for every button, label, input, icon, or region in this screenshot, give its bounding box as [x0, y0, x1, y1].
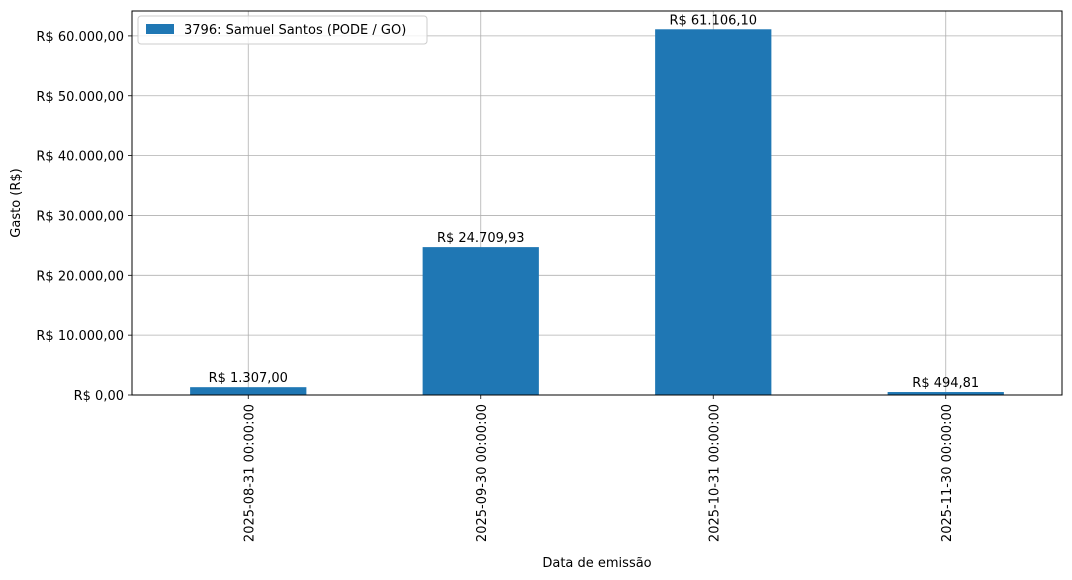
data-labels: R$ 1.307,00 R$ 24.709,93 R$ 61.106,10 R$ 49… — [209, 13, 980, 391]
bar — [655, 29, 772, 396]
x-tick-label: 2025-10-31 00:00:00 — [707, 404, 722, 542]
y-tick-label: R$ 20.000,00 — [36, 269, 124, 284]
legend: 3796: Samuel Santos (PODE / GO) — [137, 15, 428, 45]
plot-frame — [131, 10, 1063, 396]
grid — [132, 11, 1062, 396]
bar — [887, 392, 1004, 395]
y-axis-title: Gasto (R$) — [9, 168, 24, 237]
bar-value-label: R$ 494,81 — [912, 376, 979, 391]
y-axis-ticks: R$ 0,00 R$ 10.000,00 R$ 20.000,00 R$ 30.000… — [36, 30, 132, 404]
bar — [190, 387, 307, 395]
bar-value-label: R$ 24.709,93 — [437, 231, 525, 246]
y-tick-label: R$ 50.000,00 — [36, 90, 124, 105]
plot-border — [131, 10, 1063, 396]
bar-value-label: R$ 1.307,00 — [209, 371, 288, 386]
y-tick-label: R$ 40.000,00 — [36, 150, 124, 165]
y-tick-label: R$ 60.000,00 — [36, 30, 124, 45]
y-tick-label: R$ 30.000,00 — [36, 209, 124, 224]
legend-label: 3796: Samuel Santos (PODE / GO) — [184, 23, 406, 38]
x-axis-ticks: 2025-08-31 00:00:00 2025-09-30 00:00:00 20… — [242, 395, 955, 542]
legend-swatch — [146, 24, 174, 34]
y-tick-label: R$ 10.000,00 — [36, 329, 124, 344]
bars — [190, 29, 1004, 396]
legend-box — [137, 15, 428, 45]
x-axis-title: Data de emissão — [542, 556, 651, 571]
bar-value-label: R$ 61.106,10 — [669, 13, 757, 28]
x-tick-label: 2025-11-30 00:00:00 — [940, 404, 955, 542]
bar — [422, 247, 539, 395]
y-tick-label: R$ 0,00 — [74, 389, 124, 404]
x-tick-label: 2025-08-31 00:00:00 — [242, 404, 257, 542]
x-tick-label: 2025-09-30 00:00:00 — [475, 404, 490, 542]
